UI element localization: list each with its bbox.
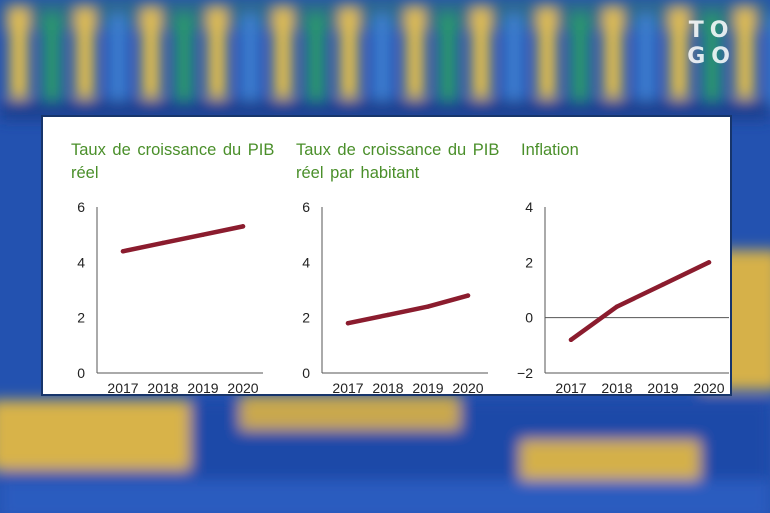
background-stripe bbox=[703, 14, 721, 104]
background-stripe bbox=[373, 14, 391, 104]
data-point bbox=[706, 260, 712, 265]
data-point bbox=[385, 312, 391, 318]
y-tick-label: 4 bbox=[302, 254, 310, 270]
data-point bbox=[465, 293, 471, 298]
chart-card: Taux de croissance du PIB réel 0 2 4 6 2017 2… bbox=[41, 115, 732, 396]
data-point bbox=[345, 321, 351, 326]
chart-svg: −2 0 2 4 2017 2018 2019 2020 bbox=[517, 199, 729, 396]
background-stripe bbox=[76, 8, 94, 98]
y-tick-label: 0 bbox=[302, 365, 310, 381]
background-stripe bbox=[175, 14, 193, 104]
background-stripe bbox=[670, 8, 688, 98]
background-stripe bbox=[208, 8, 226, 98]
background-stripe bbox=[637, 14, 655, 104]
chart-title-line2: réel par habitant bbox=[296, 164, 420, 182]
chart-title: Taux de croissance du PIB réel bbox=[71, 139, 301, 185]
y-tick-label: −2 bbox=[517, 365, 533, 381]
series-line bbox=[345, 293, 471, 326]
data-point bbox=[660, 282, 666, 287]
series-line bbox=[120, 224, 246, 254]
data-point bbox=[240, 224, 246, 229]
logo-text-line1: TO bbox=[688, 18, 735, 43]
background-stripe bbox=[538, 8, 556, 98]
x-tick-label: 2019 bbox=[187, 380, 218, 396]
y-tick-label: 4 bbox=[77, 254, 85, 270]
background-stripe bbox=[340, 8, 358, 98]
x-tick-label: 2017 bbox=[332, 380, 363, 396]
chart-title: Inflation bbox=[521, 139, 730, 162]
y-tick-label: 6 bbox=[302, 199, 310, 215]
background-stripe bbox=[43, 14, 61, 104]
data-point bbox=[614, 304, 620, 309]
background-stripe bbox=[439, 14, 457, 104]
x-tick-label: 2018 bbox=[147, 380, 178, 396]
background-stripe bbox=[10, 8, 28, 98]
chart-title-line2: réel bbox=[71, 164, 99, 182]
data-point bbox=[160, 240, 166, 246]
y-tick-label: 2 bbox=[525, 254, 533, 270]
chart-svg: 0 2 4 6 2017 2018 2019 2020 bbox=[302, 199, 488, 396]
logo-watermark: TO GO bbox=[687, 18, 736, 70]
chart-svg: 0 2 4 6 2017 2018 2019 2020 bbox=[77, 199, 263, 396]
chart-title-line1: Taux de croissance du PIB bbox=[71, 141, 275, 159]
x-tick-label: 2018 bbox=[372, 380, 403, 396]
y-tick-label: 0 bbox=[77, 365, 85, 381]
background-stripe bbox=[571, 14, 589, 104]
data-point bbox=[425, 304, 431, 309]
background-stripe bbox=[736, 8, 754, 98]
background-stripe bbox=[472, 8, 490, 98]
y-tick-label: 4 bbox=[525, 199, 533, 215]
background-stripe bbox=[274, 8, 292, 98]
background-stripe bbox=[604, 8, 622, 98]
background-stripe bbox=[406, 8, 424, 98]
y-tick-label: 6 bbox=[77, 199, 85, 215]
x-tick-label: 2019 bbox=[412, 380, 443, 396]
data-point bbox=[200, 232, 206, 237]
background-stripe bbox=[307, 14, 325, 104]
chart-panel: Inflation −2 0 2 4 2017 2018 2019 2020 bbox=[493, 117, 730, 396]
x-tick-label: 2018 bbox=[601, 380, 632, 396]
logo-text-line2: GO bbox=[687, 44, 736, 69]
data-point bbox=[568, 337, 574, 342]
chart-title: Taux de croissance du PIB réel par habit… bbox=[296, 139, 526, 185]
y-tick-label: 2 bbox=[302, 310, 310, 326]
x-tick-label: 2020 bbox=[227, 380, 258, 396]
background-stripe bbox=[505, 14, 523, 104]
y-tick-label: 0 bbox=[525, 310, 533, 326]
x-tick-label: 2017 bbox=[107, 380, 138, 396]
background-stripe bbox=[142, 8, 160, 98]
chart-panel: Taux de croissance du PIB réel 0 2 4 6 2017 2… bbox=[43, 117, 274, 396]
y-tick-label: 2 bbox=[77, 310, 85, 326]
background-stripe bbox=[109, 14, 127, 104]
chart-title-line1: Taux de croissance du PIB bbox=[296, 141, 500, 159]
background-stripe bbox=[241, 14, 259, 104]
data-point bbox=[120, 249, 126, 254]
x-tick-label: 2020 bbox=[452, 380, 483, 396]
x-tick-label: 2019 bbox=[647, 380, 678, 396]
series-line bbox=[568, 260, 712, 343]
chart-panel: Taux de croissance du PIB réel par habit… bbox=[268, 117, 499, 396]
x-tick-label: 2020 bbox=[693, 380, 724, 396]
x-tick-label: 2017 bbox=[555, 380, 586, 396]
chart-title-line1: Inflation bbox=[521, 141, 579, 159]
